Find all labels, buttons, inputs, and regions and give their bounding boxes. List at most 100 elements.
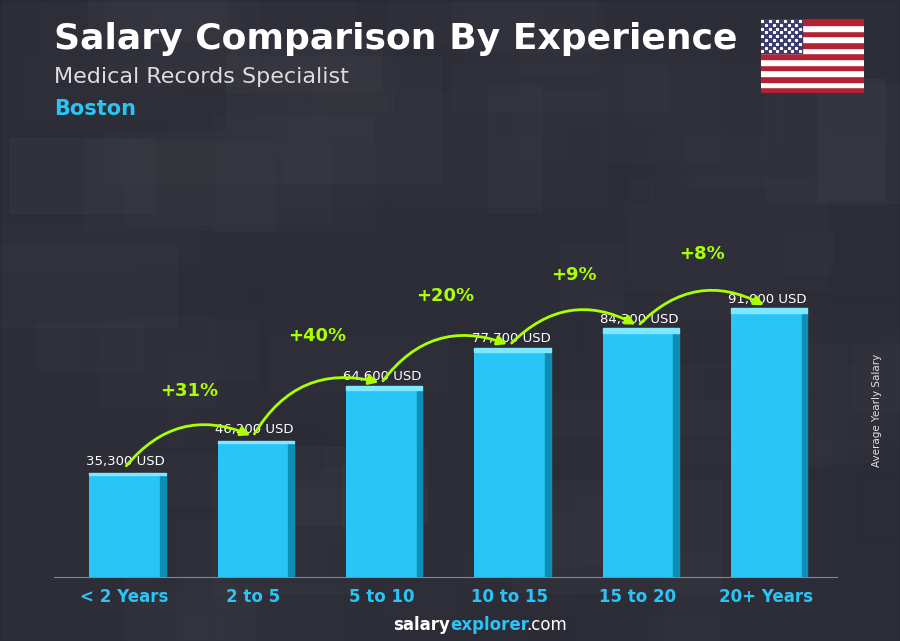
Text: Salary Comparison By Experience: Salary Comparison By Experience: [54, 22, 737, 56]
Bar: [766, 85, 900, 203]
Bar: [760, 59, 864, 65]
Text: Medical Records Specialist: Medical Records Specialist: [54, 67, 349, 87]
Text: +8%: +8%: [680, 245, 725, 263]
Bar: [227, 37, 381, 92]
Bar: [649, 613, 715, 641]
Bar: [417, 390, 422, 577]
Text: +31%: +31%: [159, 381, 218, 399]
Bar: [665, 553, 719, 641]
Bar: [603, 333, 673, 577]
Bar: [167, 97, 387, 138]
Bar: [536, 481, 594, 551]
Bar: [819, 79, 885, 201]
Bar: [587, 249, 742, 322]
Bar: [474, 352, 545, 577]
Bar: [346, 387, 422, 390]
Text: 77,700 USD: 77,700 USD: [472, 332, 550, 345]
Bar: [104, 131, 225, 183]
Text: .com: .com: [526, 616, 567, 634]
Bar: [760, 19, 864, 25]
Bar: [760, 71, 864, 76]
Bar: [520, 322, 617, 385]
Bar: [626, 180, 828, 290]
Bar: [568, 133, 656, 201]
Bar: [760, 65, 864, 71]
Text: +9%: +9%: [551, 266, 597, 284]
Bar: [109, 310, 302, 424]
Bar: [653, 365, 871, 462]
Bar: [786, 231, 832, 273]
Bar: [218, 440, 294, 443]
Bar: [321, 29, 392, 110]
Bar: [209, 321, 259, 380]
Bar: [248, 0, 426, 76]
Bar: [384, 552, 580, 615]
Bar: [464, 135, 684, 217]
Bar: [97, 317, 214, 408]
Bar: [160, 474, 166, 577]
Bar: [254, 290, 363, 385]
Bar: [238, 447, 428, 524]
Bar: [346, 390, 417, 577]
Bar: [0, 224, 199, 269]
Bar: [212, 115, 373, 232]
Bar: [180, 0, 350, 37]
Bar: [142, 103, 283, 204]
Bar: [263, 44, 311, 154]
Bar: [124, 578, 229, 641]
Bar: [752, 527, 857, 590]
Bar: [526, 595, 575, 641]
Text: 91,000 USD: 91,000 USD: [728, 294, 806, 306]
Bar: [474, 347, 551, 352]
Bar: [496, 495, 665, 564]
Bar: [761, 400, 828, 466]
Bar: [518, 48, 720, 161]
Bar: [802, 313, 807, 577]
Bar: [760, 19, 802, 53]
Bar: [164, 472, 344, 582]
Bar: [829, 267, 900, 303]
Bar: [26, 56, 183, 120]
Bar: [760, 31, 864, 37]
Text: 84,300 USD: 84,300 USD: [600, 313, 679, 326]
Bar: [67, 578, 227, 613]
Bar: [0, 551, 97, 635]
Bar: [512, 481, 721, 592]
Text: 35,300 USD: 35,300 USD: [86, 455, 166, 468]
Bar: [446, 315, 659, 431]
Bar: [760, 37, 864, 42]
Text: +20%: +20%: [417, 287, 474, 305]
Bar: [392, 325, 597, 391]
Bar: [722, 393, 839, 435]
Bar: [687, 135, 765, 187]
Bar: [760, 42, 864, 47]
Bar: [274, 356, 335, 444]
Bar: [342, 467, 409, 531]
Text: Average Yearly Salary: Average Yearly Salary: [872, 354, 883, 467]
Bar: [760, 87, 864, 93]
Bar: [31, 577, 211, 641]
Bar: [392, 91, 608, 205]
Bar: [288, 443, 294, 577]
Bar: [446, 345, 495, 388]
Bar: [730, 382, 815, 482]
Bar: [561, 243, 623, 310]
Bar: [237, 431, 438, 485]
Bar: [269, 335, 448, 391]
Bar: [115, 300, 223, 388]
Bar: [0, 403, 59, 466]
Bar: [41, 0, 238, 69]
Bar: [589, 299, 811, 367]
Bar: [486, 0, 544, 44]
Bar: [580, 282, 694, 382]
Bar: [760, 25, 864, 31]
Bar: [846, 446, 900, 538]
Bar: [218, 443, 288, 577]
Bar: [760, 76, 864, 81]
Bar: [853, 345, 900, 410]
Bar: [106, 0, 259, 86]
Bar: [489, 85, 541, 212]
Bar: [138, 264, 256, 303]
Bar: [239, 527, 405, 609]
Bar: [138, 454, 232, 506]
